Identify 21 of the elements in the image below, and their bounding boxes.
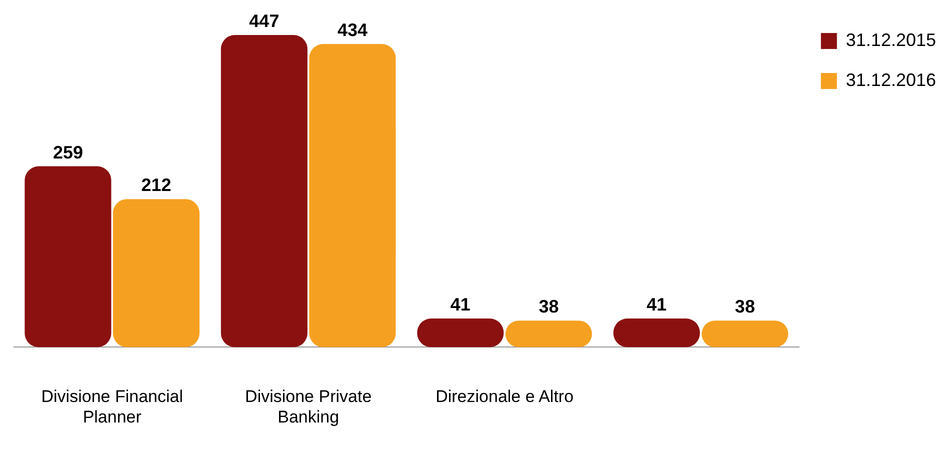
bar — [24, 166, 112, 348]
legend-label: 31.12.2015 — [846, 30, 936, 50]
data-label: 212 — [141, 175, 172, 196]
data-label: 38 — [538, 296, 559, 317]
data-label: 259 — [52, 142, 83, 162]
bar — [220, 34, 308, 348]
data-label: 38 — [734, 296, 755, 317]
bar — [613, 318, 700, 348]
bar — [417, 318, 504, 348]
legend-label: 31.12.2016 — [846, 70, 936, 90]
bar — [309, 44, 396, 348]
data-label: 41 — [450, 294, 470, 315]
x-tick-label: Divisione Private Banking — [245, 387, 372, 426]
bar — [505, 320, 592, 348]
x-tick-label: Divisione Financial Planner — [41, 387, 183, 426]
data-label: 434 — [337, 20, 368, 40]
data-label: 41 — [646, 294, 667, 315]
x-tick-label: Direzionale e Altro — [436, 387, 574, 406]
bar — [702, 320, 788, 348]
data-label: 447 — [249, 10, 280, 31]
bar — [112, 199, 200, 348]
